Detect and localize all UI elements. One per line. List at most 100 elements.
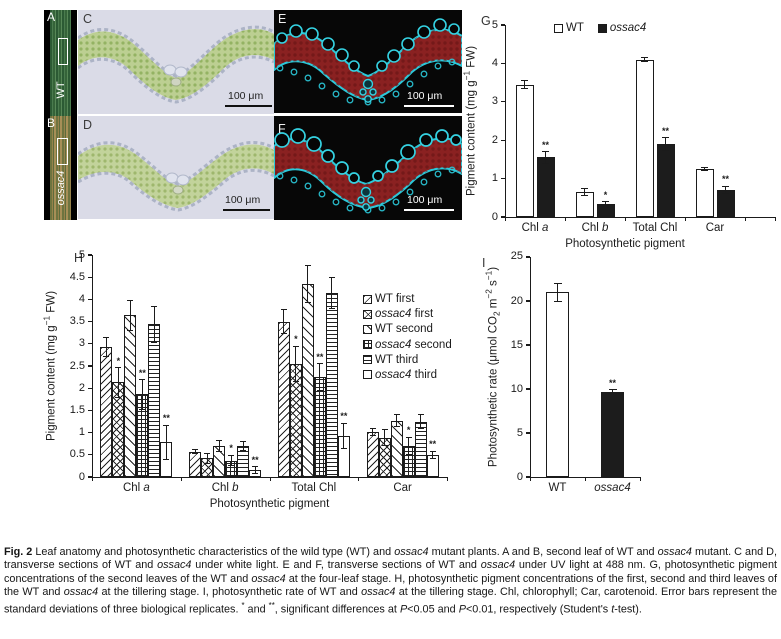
error-bar-cap (722, 185, 729, 187)
y-tick-label: 0 (78, 470, 85, 483)
panel-f-label: F (278, 122, 286, 136)
y-tick-mark (501, 101, 505, 103)
error-bar-line (644, 57, 645, 62)
panel-e-label: E (278, 12, 287, 26)
y-tick-mark (88, 254, 92, 256)
error-bar-cap (192, 448, 199, 450)
y-tick-label: 25 (510, 250, 523, 263)
error-bar-cap (393, 414, 400, 416)
error-bar-cap (553, 300, 562, 302)
y-tick-label: 0 (491, 210, 498, 223)
wt-side-label: WT (55, 81, 67, 99)
bar-g-2-0 (635, 59, 654, 217)
error-bar-cap (328, 276, 335, 278)
figure-caption: Fig. 2 Leaf anatomy and photosynthetic c… (4, 546, 777, 616)
error-bar-line (242, 441, 244, 451)
y-axis-title-text: Photosynthetic rate (μmol CO2 m−2 s−1) (484, 266, 502, 468)
panel-label-g: G (481, 14, 491, 28)
x-tick-mark (505, 217, 507, 221)
panel-f-scale-bar (404, 209, 454, 211)
error-bar-cap (542, 151, 549, 153)
y-tick-label: 4 (491, 56, 498, 69)
panel-a-leaf-photo: A WT (44, 10, 77, 116)
error-bar-line (153, 306, 155, 343)
x-axis-title: Photosynthetic pigment (565, 238, 685, 250)
error-bar-cap (216, 440, 223, 442)
x-tick-mark (640, 477, 642, 481)
x-tick-mark (685, 217, 687, 221)
error-bar-line (343, 423, 345, 449)
x-tick-mark (625, 217, 627, 221)
legend-label: WT third (375, 353, 419, 366)
legend-swatch-icon (363, 309, 372, 319)
error-bar-cap (381, 445, 388, 447)
significance-mark: ** (661, 125, 669, 136)
bar-h-2-0 (277, 321, 290, 477)
error-bar-cap (369, 427, 376, 429)
error-bar-cap (151, 305, 158, 307)
panel-e-micrograph: E 100 μm (274, 10, 462, 113)
error-bar-line (584, 188, 585, 196)
error-bar-line (665, 137, 666, 151)
error-bar-line (524, 80, 525, 89)
y-tick-mark (88, 454, 92, 456)
panel-d-scale-bar (223, 209, 270, 211)
error-bar-cap (163, 424, 170, 426)
y-tick-mark (526, 300, 530, 302)
panel-c-scale-label: 100 μm (228, 90, 264, 102)
error-bar-cap (641, 57, 648, 59)
panel-d-label: D (83, 118, 93, 132)
y-tick-label: 10 (510, 382, 523, 395)
error-bar-line (396, 414, 398, 427)
category-label: Car (393, 482, 412, 494)
y-tick-label: 3 (491, 95, 498, 108)
bar-g-1-0 (575, 192, 594, 217)
panel-f-micrograph: F 100 μm (274, 116, 462, 220)
category-label: Car (705, 222, 725, 234)
error-bar-cap (608, 389, 617, 391)
error-bar-cap (127, 299, 134, 301)
error-bar-cap (393, 425, 400, 427)
error-bar-cap (216, 450, 223, 452)
error-bar-cap (340, 422, 347, 424)
panel-e-scale-label: 100 μm (407, 90, 443, 102)
error-bar-cap (192, 453, 199, 455)
y-tick-mark (88, 343, 92, 345)
y-axis (530, 257, 532, 477)
legend-item: WT (554, 22, 584, 34)
bar-h-3-4 (414, 421, 427, 477)
panel-label-i: I (482, 256, 486, 270)
y-tick-label: 2 (491, 133, 498, 146)
bar-h-3-0 (366, 431, 379, 477)
significance-mark: * (406, 425, 411, 436)
error-bar-cap (163, 458, 170, 460)
error-bar-cap (381, 429, 388, 431)
bar-h-1-0 (189, 451, 202, 477)
x-tick-mark (180, 477, 182, 481)
significance-mark: ** (162, 413, 170, 424)
legend-item: ossac4 third (363, 369, 452, 381)
y-tick-label: 15 (510, 338, 523, 351)
ossac4-uv-section-image (274, 128, 462, 214)
legend: WT first ossac4 first WT second ossac4 seco… (363, 293, 452, 384)
category-label: Total Chl (632, 222, 678, 234)
wt-white-light-section-image (78, 25, 274, 104)
error-bar-cap (340, 447, 347, 449)
bar-g-3-0 (695, 169, 714, 217)
error-bar-line (283, 309, 285, 334)
error-bar-cap (641, 60, 648, 62)
y-tick-label: 1.5 (69, 403, 85, 416)
error-bar-cap (204, 463, 211, 465)
x-tick-mark (585, 477, 587, 481)
legend-item: WT second (363, 323, 452, 335)
y-tick-label: 0 (516, 470, 523, 483)
panel-d-micrograph: D 100 μm (78, 116, 274, 219)
error-bar-cap (405, 454, 412, 456)
error-bar-cap (103, 356, 110, 358)
category-label: Chl a (521, 222, 549, 234)
panel-f-scale-label: 100 μm (407, 194, 443, 206)
y-tick-label: 4.5 (69, 270, 85, 283)
panel-c-scale-bar (225, 105, 272, 107)
y-tick-mark (501, 62, 505, 64)
